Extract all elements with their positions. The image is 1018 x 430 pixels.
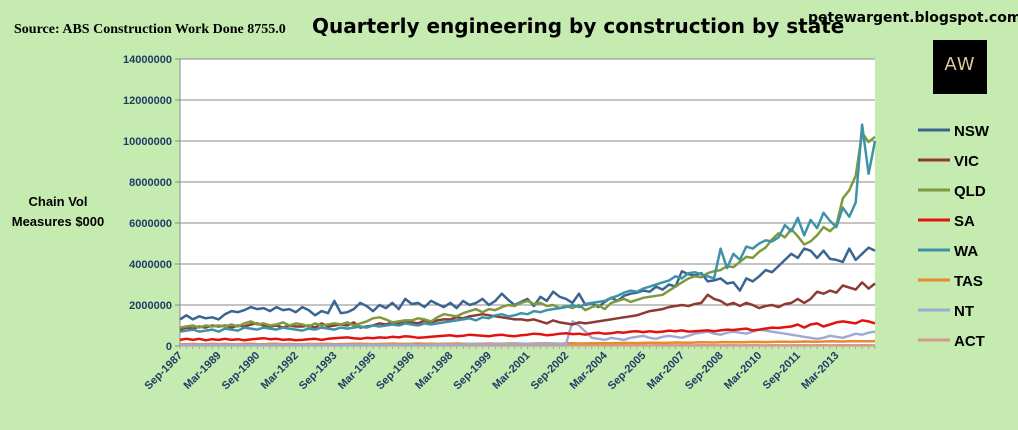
series-line-qld (179, 131, 876, 329)
x-tick-label: Mar-2001 (490, 350, 532, 392)
y-tick-label: 6000000 (129, 218, 172, 230)
y-tick-label: 4000000 (129, 259, 172, 271)
x-tick-label: Sep-1993 (297, 350, 340, 393)
y-tick-label: 2000000 (129, 300, 172, 312)
blog-url[interactable]: petewargent.blogspot.com (808, 10, 1018, 26)
x-tick-label: Sep-1999 (451, 350, 494, 393)
series-line-nsw (179, 246, 876, 321)
legend-label-nt: NT (954, 303, 974, 320)
x-tick-label: Sep-1990 (220, 350, 263, 393)
x-tick-label: Mar-1995 (336, 350, 378, 392)
legend-label-sa: SA (954, 213, 975, 230)
y-tick-label: 8000000 (129, 177, 172, 189)
y-tick-label: 14000000 (123, 54, 172, 66)
x-tick-label: Mar-2010 (722, 350, 764, 392)
y-tick-label: 0 (166, 341, 172, 353)
logo-text: AW (944, 54, 976, 75)
legend-label-qld: QLD (954, 183, 986, 200)
chart-title: Quarterly engineering by construction by… (312, 14, 845, 38)
series-line-wa (179, 123, 877, 333)
source-note: Source: ABS Construction Work Done 8755.… (14, 22, 286, 37)
y-tick-label: 12000000 (123, 95, 172, 107)
x-tick-label: Mar-2013 (799, 350, 841, 392)
legend-label-vic: VIC (954, 153, 979, 170)
series-line-sa (179, 319, 876, 342)
x-tick-label: Mar-1998 (413, 350, 455, 392)
x-tick-label: Mar-1989 (182, 350, 224, 392)
plot-area (180, 59, 875, 346)
aw-logo: AW (933, 40, 987, 94)
legend-label-act: ACT (954, 333, 985, 350)
legend-label-tas: TAS (954, 273, 983, 290)
x-tick-label: Sep-2011 (761, 350, 803, 392)
x-tick-label: Mar-2004 (568, 349, 611, 392)
series-line-vic (179, 281, 876, 331)
y-axis-label: Chain Vol Measures $000 (11, 194, 105, 229)
y-tick-label: 10000000 (123, 136, 172, 148)
x-tick-label: Mar-1992 (259, 350, 301, 392)
x-tick-label: Sep-2008 (683, 350, 726, 393)
legend-label-wa: WA (954, 243, 978, 260)
legend-label-nsw: NSW (954, 123, 990, 140)
x-tick-label: Sep-2002 (529, 350, 572, 393)
x-tick-label: Sep-1987 (142, 350, 185, 393)
x-tick-label: Mar-2007 (645, 350, 687, 392)
x-tick-label: Sep-1996 (374, 350, 417, 393)
x-tick-label: Sep-2005 (606, 350, 649, 393)
